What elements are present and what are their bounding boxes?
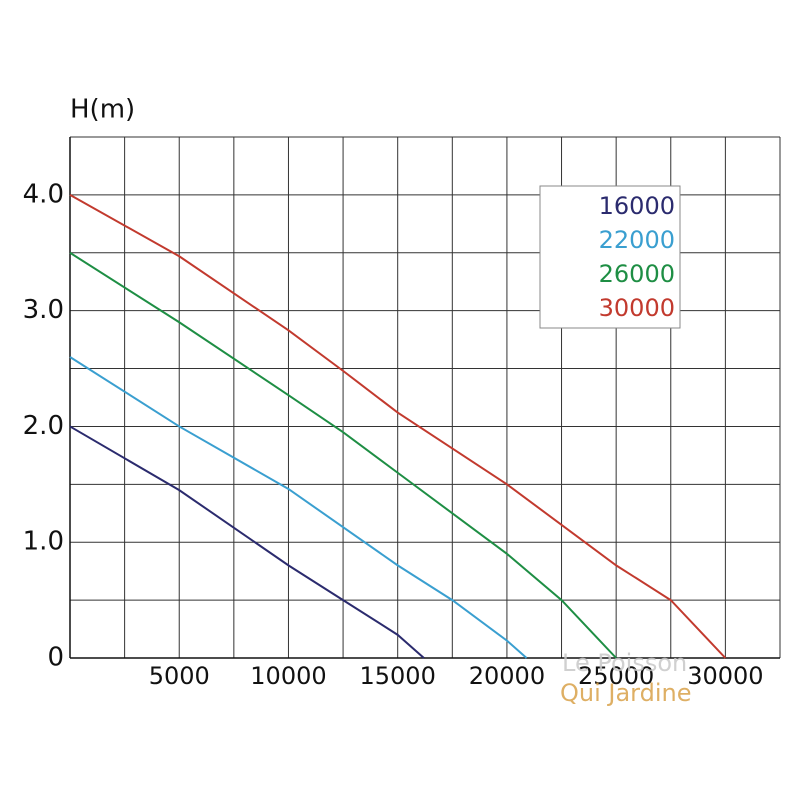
x-tick-label: 30000 [687,662,763,690]
x-tick-label: 25000 [578,662,654,690]
line [69,251,617,659]
y-axis-label: H(m) [70,95,135,125]
watermark: Le Poisson [562,649,687,677]
legend-box [539,185,681,329]
x-tick-label: 15000 [360,662,436,690]
x-tick-label: 10000 [250,662,326,690]
y-tick-label: 2.0 [23,411,64,441]
y-tick-label: 1.0 [23,527,64,557]
line [69,194,727,659]
legend-entry: 30000 [599,294,675,322]
legend-entry: 22000 [599,226,675,254]
y-tick-label: 4.0 [23,179,64,209]
legend-entry: 26000 [599,260,675,288]
x-tick-label: 20000 [469,662,545,690]
line [69,425,425,659]
legend-entry: 16000 [599,192,675,220]
watermark: Qui Jardine [560,679,692,707]
x-tick-label: 5000 [149,662,210,690]
y-tick-label: 0 [47,643,64,673]
y-tick-label: 3.0 [23,295,64,325]
line [69,356,528,659]
